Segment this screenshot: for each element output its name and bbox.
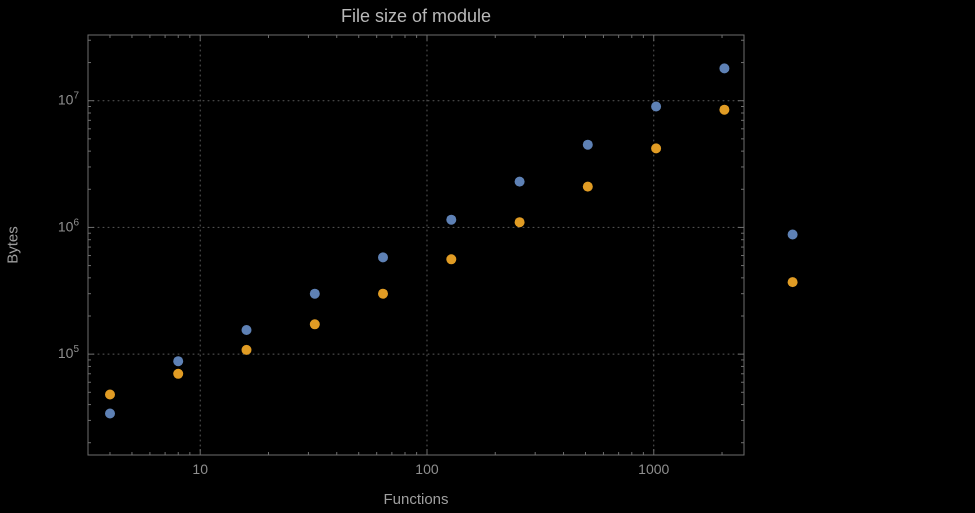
x-tick-label: 1000 — [638, 461, 669, 477]
data-point-series-orange — [446, 254, 457, 265]
data-point-series-blue — [241, 325, 252, 335]
data-point-series-blue — [309, 288, 320, 299]
chart-title: File size of module — [340, 6, 492, 26]
plot-frame — [87, 34, 745, 456]
data-point-series-blue — [787, 229, 798, 240]
data-point-series-orange — [787, 277, 798, 288]
data-point-series-blue — [582, 139, 593, 150]
data-point-series-orange — [651, 143, 662, 154]
data-point-series-blue — [173, 356, 184, 367]
y-tick-label: 106 — [58, 217, 80, 234]
x-tick-label: 10 — [192, 461, 208, 477]
data-point-series-orange — [378, 288, 388, 299]
x-tick-label: 100 — [415, 461, 439, 477]
x-axis-label: Functions — [383, 491, 449, 508]
data-point-series-blue — [514, 176, 525, 187]
y-axis-label: Bytes — [4, 226, 22, 264]
data-point-series-blue — [446, 214, 457, 225]
data-point-series-blue — [378, 252, 388, 263]
y-tick-label: 105 — [58, 344, 80, 361]
data-point-series-orange — [241, 344, 252, 355]
data-point-series-orange — [719, 104, 730, 115]
data-point-series-blue — [719, 63, 730, 74]
data-point-series-blue — [105, 408, 115, 419]
data-point-series-orange — [514, 217, 525, 228]
data-point-series-orange — [105, 389, 115, 400]
y-tick-label: 107 — [58, 91, 80, 108]
data-point-series-blue — [651, 101, 662, 112]
data-point-series-orange — [309, 319, 320, 330]
data-point-series-orange — [582, 181, 593, 192]
data-point-series-orange — [173, 368, 184, 379]
